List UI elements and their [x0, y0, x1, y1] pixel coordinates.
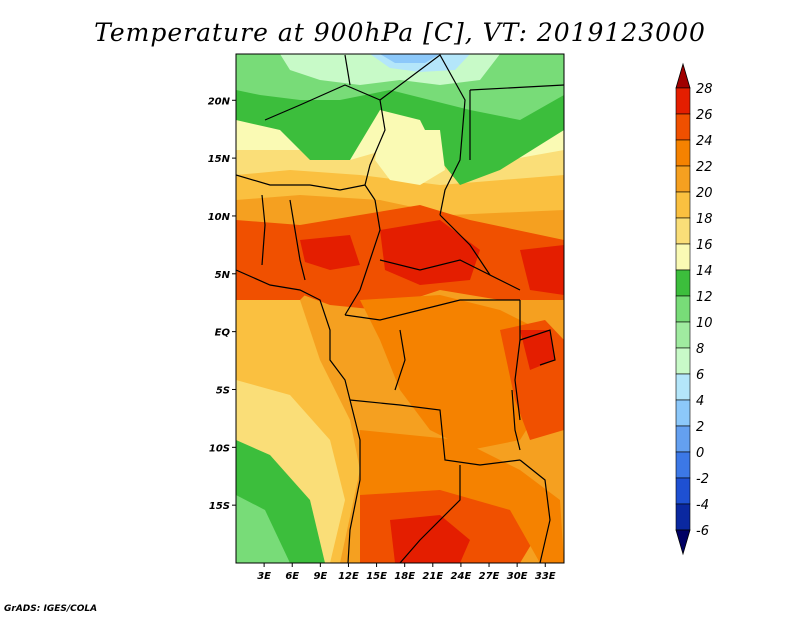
- border-line: [344, 54, 351, 86]
- field-4-6: [380, 54, 440, 63]
- field-16-18-center: [375, 130, 445, 185]
- colorbar-label: 18: [696, 212, 713, 227]
- colorbar-swatch: [675, 295, 691, 323]
- colorbar-label: 22: [696, 160, 713, 175]
- colorbar-label: 12: [696, 290, 713, 305]
- country-borders: [236, 54, 564, 563]
- border-line: [349, 399, 521, 466]
- lake-outline: [511, 389, 521, 451]
- temperature-field: [236, 54, 564, 563]
- colorbar-label: 14: [696, 264, 713, 279]
- y-tick-label: EQ: [215, 328, 231, 339]
- border-line: [379, 54, 466, 216]
- colorbar-swatch: [675, 347, 691, 375]
- border-line: [519, 459, 551, 563]
- field-22-24-south: [360, 430, 564, 563]
- border-line: [399, 465, 461, 563]
- y-tick-label: 10N: [208, 212, 231, 223]
- colorbar-swatch: [675, 373, 691, 401]
- border-line: [344, 299, 520, 321]
- field-22-24-basin: [360, 295, 545, 450]
- y-axis: 20N 15N 10N 5N EQ 5S 10S 15S: [208, 96, 236, 512]
- colorbar-label: 6: [696, 368, 704, 383]
- colorbar-label: 16: [696, 238, 713, 253]
- colorbar-swatch: [675, 165, 691, 193]
- border-line: [394, 329, 406, 391]
- x-tick-label: 9E: [313, 571, 327, 582]
- colorbar-label: 28: [696, 82, 713, 97]
- border-line: [514, 300, 521, 421]
- colorbar-label: 20: [696, 186, 713, 201]
- colorbar-swatch: [675, 139, 691, 167]
- colorbar-swatch: [675, 399, 691, 427]
- border-line: [379, 259, 491, 276]
- colorbar-swatch: [675, 321, 691, 349]
- colorbar-label: 4: [696, 394, 704, 409]
- x-tick-label: 18E: [394, 571, 415, 582]
- field-26-28-core-3: [300, 235, 360, 270]
- x-tick-label: 30E: [507, 571, 528, 582]
- border-line: [344, 199, 381, 316]
- colorbar-label: 0: [696, 446, 704, 461]
- y-tick-label: 5N: [215, 270, 231, 281]
- colorbar-label: -6: [696, 524, 709, 539]
- x-tick-label: 12E: [338, 571, 359, 582]
- colorbar-label: 2: [696, 420, 704, 435]
- colorbar-swatch: [675, 269, 691, 297]
- colorbar-label: 24: [696, 134, 713, 149]
- border-line: [289, 199, 306, 281]
- colorbar-swatch: [675, 217, 691, 245]
- y-tick-label: 15N: [208, 154, 231, 165]
- lake-outline: [519, 329, 556, 366]
- y-tick-label: 15S: [209, 501, 230, 512]
- colorbar-bottom-arrow: [675, 529, 691, 556]
- colorbar-label: 10: [696, 316, 713, 331]
- field-12-14-ocean: [236, 495, 290, 563]
- colorbar-label: -4: [696, 498, 709, 513]
- x-axis: 3E 6E 9E 12E 15E 18E 21E 24E 27E 30E 33E: [257, 563, 556, 582]
- colorbar-swatch: [675, 477, 691, 505]
- x-tick-label: 21E: [422, 571, 443, 582]
- field-26-28-core-2: [520, 245, 564, 295]
- x-tick-label: 33E: [535, 571, 556, 582]
- colorbar-label: 26: [696, 108, 713, 123]
- colorbar-top-arrow: [675, 62, 691, 89]
- x-tick-label: 15E: [366, 571, 387, 582]
- border-line: [264, 84, 386, 201]
- field-26-28-east: [520, 330, 555, 370]
- colorbar-label: 8: [696, 342, 704, 357]
- border-line: [469, 84, 564, 91]
- field-26-28-core-1: [380, 220, 480, 285]
- chart-title: Temperature at 900hPa [C], VT: 201912300…: [94, 18, 706, 47]
- colorbar-swatch: [675, 87, 691, 115]
- colorbar-swatch: [675, 503, 691, 531]
- y-tick-label: 20N: [208, 96, 231, 107]
- colorbar-label: -2: [696, 472, 709, 487]
- colorbar-swatch: [675, 451, 691, 479]
- x-tick-label: 6E: [285, 571, 299, 582]
- x-tick-label: 27E: [479, 571, 500, 582]
- x-tick-label: 24E: [451, 571, 472, 582]
- colorbar-swatch: [675, 191, 691, 219]
- credit-text: GrADS: IGES/COLA: [4, 604, 98, 614]
- coastline: [236, 269, 351, 401]
- colorbar-swatch: [675, 425, 691, 453]
- y-tick-label: 10S: [209, 443, 230, 454]
- border-line: [439, 214, 521, 291]
- border-line: [261, 194, 266, 266]
- colorbar-swatch: [675, 113, 691, 141]
- y-tick-label: 5S: [216, 385, 230, 396]
- border-line: [347, 399, 361, 563]
- colorbar-swatch: [675, 243, 691, 271]
- border-line: [236, 174, 366, 191]
- x-tick-label: 3E: [257, 571, 271, 582]
- map-frame: [235, 53, 565, 564]
